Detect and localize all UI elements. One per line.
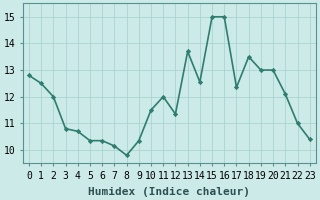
X-axis label: Humidex (Indice chaleur): Humidex (Indice chaleur) xyxy=(88,186,250,197)
